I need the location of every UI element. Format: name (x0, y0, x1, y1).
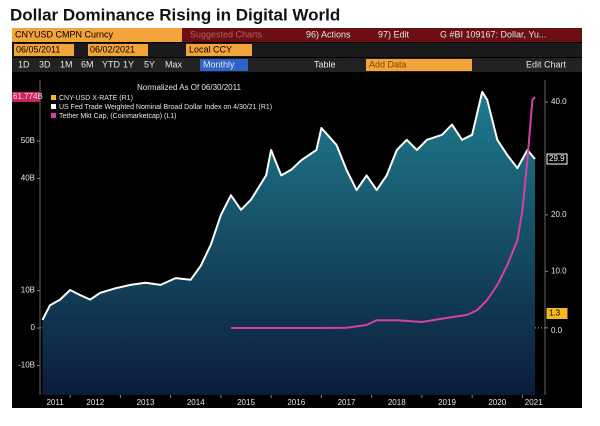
end-box[interactable] (88, 44, 148, 56)
frequency[interactable]: Monthly (203, 59, 235, 69)
y-tick-label: -10B (18, 361, 35, 370)
legend-swatch (51, 95, 56, 100)
last-value: 29.9 (549, 154, 565, 163)
legend-label: CNY-USD X-RATE (R1) (59, 95, 133, 102)
x-tick-label: 2017 (338, 398, 356, 407)
y-tick-label: 10B (21, 286, 35, 295)
y-tick-label: 0 (31, 323, 36, 332)
start-box[interactable] (14, 44, 74, 56)
last-value-box (546, 307, 568, 319)
x-tick-label: 2011 (46, 398, 64, 407)
x-tick-label: 2020 (488, 398, 506, 407)
period[interactable]: 1D (18, 59, 30, 69)
y2-tick-label: 20.0 (551, 210, 567, 219)
series-line (41, 90, 536, 321)
end-date[interactable]: 06/02/2021 (90, 44, 135, 54)
x-tick-label: 2019 (438, 398, 456, 407)
x-tick-label: 2021 (525, 398, 543, 407)
legend-swatch (51, 104, 56, 109)
legend-swatch (51, 113, 56, 118)
last-value-box (12, 91, 40, 102)
legend-label: US Fed Trade Weighted Nominal Broad Doll… (59, 104, 272, 111)
security: CNYUSD CMPN Curncy (15, 29, 114, 39)
start-date[interactable]: 06/05/2011 (16, 44, 60, 54)
ccy-box[interactable] (186, 44, 252, 56)
chart-id: G #BI 109167: Dollar, Yu... (440, 29, 546, 39)
edit[interactable]: 97) Edit (378, 29, 410, 39)
period[interactable]: YTD (102, 59, 121, 69)
x-tick-label: 2015 (237, 398, 255, 407)
period[interactable]: 6M (81, 59, 94, 69)
toolbar-2 (12, 43, 582, 57)
x-tick-label: 2016 (287, 398, 305, 407)
actions[interactable]: 96) Actions (306, 29, 351, 39)
period[interactable]: 3D (39, 59, 51, 69)
toolbar-3 (12, 58, 582, 72)
legend-label: Tether Mkt Cap, (Coinmarketcap) (L1) (59, 113, 176, 120)
y-tick-label: 40B (21, 174, 35, 183)
y2-tick-label: 10.0 (551, 266, 567, 275)
freq-box[interactable] (200, 59, 248, 71)
last-value: 61.774B (13, 92, 43, 101)
area (42, 91, 535, 396)
add-data[interactable]: Add Data (369, 59, 407, 69)
suggested[interactable]: Suggested Charts (190, 29, 263, 39)
last-value-box (546, 153, 568, 165)
period[interactable]: Max (165, 59, 183, 69)
title: Dollar Dominance Rising in Digital World (10, 5, 340, 24)
x-tick-label: 2012 (86, 398, 104, 407)
security-box (12, 28, 182, 42)
series-line (230, 96, 536, 329)
note: Normalized As Of 06/30/2011 (137, 83, 241, 92)
x-tick-label: 2013 (137, 398, 155, 407)
y2-tick-label: 40.0 (551, 97, 567, 106)
last-value: 1.3 (549, 309, 561, 318)
edit-chart[interactable]: Edit Chart (526, 59, 567, 69)
period[interactable]: 1M (60, 59, 73, 69)
table[interactable]: Table (314, 59, 336, 69)
y-tick-label: 50B (21, 136, 35, 145)
period[interactable]: 5Y (144, 59, 155, 69)
y2-tick-label: 0.0 (551, 326, 563, 335)
period[interactable]: 1Y (123, 59, 134, 69)
add-box[interactable] (366, 59, 472, 71)
x-tick-label: 2018 (388, 398, 406, 407)
x-tick-label: 2014 (187, 398, 205, 407)
currency[interactable]: Local CCY (189, 44, 232, 54)
